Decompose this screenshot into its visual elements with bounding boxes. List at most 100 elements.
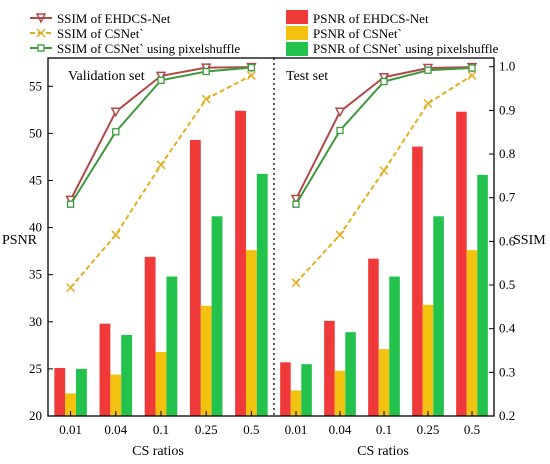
x-axis-label-left: CS ratios bbox=[132, 444, 184, 459]
legend-item-psnr-ehdcs: PSNR of EHDCS-Net bbox=[286, 10, 429, 26]
bar-psnr-csnet bbox=[290, 390, 302, 416]
bar-psnr-csnet bbox=[110, 374, 122, 416]
bar-psnr-ehdcs bbox=[368, 258, 379, 416]
bar-psnr-pixel bbox=[121, 334, 133, 416]
bar-psnr-ehdcs bbox=[324, 320, 335, 416]
point-ssim-ehdcs bbox=[200, 63, 212, 74]
bar-psnr-csnet bbox=[334, 370, 346, 416]
bar-psnr-csnet bbox=[155, 351, 167, 416]
y-axis-right-label: SSIM bbox=[513, 233, 546, 248]
point-ssim-pixel bbox=[112, 128, 120, 136]
point-ssim-pixel bbox=[202, 67, 210, 76]
y-axis-left-label: PSNR bbox=[2, 233, 38, 248]
legend-label-psnr-ehdcs: PSNR of EHDCS-Net bbox=[313, 11, 429, 26]
point-ssim-csnet bbox=[156, 160, 166, 170]
point-ssim-csnet bbox=[111, 230, 121, 240]
legend-item-ssim-ehdcs: SSIM of EHDCS-Net bbox=[30, 11, 171, 26]
bar-psnr-pixel bbox=[345, 332, 356, 416]
x-tick-label: 0.5 bbox=[464, 422, 480, 437]
y-right-tick-label: 0.7 bbox=[499, 190, 516, 205]
bar-psnr-ehdcs bbox=[189, 139, 201, 416]
point-ssim-ehdcs bbox=[110, 107, 122, 118]
y-right-tick-label: 0.2 bbox=[499, 408, 515, 423]
line-ssim-pixel bbox=[295, 67, 473, 205]
legend-label-psnr-csnet: PSNR of CSNet` bbox=[313, 26, 402, 41]
bar-psnr-csnet bbox=[65, 393, 77, 416]
bar-psnr-pixel bbox=[301, 364, 312, 416]
legend-item-ssim-csnet: SSIM of CSNet` bbox=[30, 26, 144, 41]
bar-psnr-ehdcs bbox=[54, 367, 66, 416]
legend-label-ssim-pixel: SSIM of CSNet` using pixelshuffle bbox=[57, 41, 240, 56]
bar-psnr-csnet bbox=[378, 349, 390, 416]
y-left-tick-label: 45 bbox=[29, 172, 42, 187]
panel-label-test: Test set bbox=[286, 69, 328, 84]
y-left-tick-label: 50 bbox=[29, 125, 42, 140]
x-tick-label: 0.25 bbox=[417, 422, 440, 437]
y-right-tick-label: 0.9 bbox=[499, 102, 515, 117]
y-left-tick-label: 40 bbox=[29, 220, 42, 235]
bar-psnr-pixel bbox=[256, 173, 268, 416]
x-tick-label: 0.01 bbox=[285, 422, 308, 437]
bar-psnr-ehdcs bbox=[280, 362, 291, 416]
bar-psnr-ehdcs bbox=[235, 110, 246, 416]
legend-label-psnr-pixel: PSNR of CSNet` using pixelshuffle bbox=[313, 41, 499, 56]
y-left-tick-label: 35 bbox=[29, 267, 42, 282]
point-ssim-csnet bbox=[335, 230, 345, 240]
x-tick-label: 0.5 bbox=[243, 422, 259, 437]
point-ssim-pixel bbox=[157, 76, 165, 84]
y-right-tick-label: 0.6 bbox=[499, 233, 516, 248]
y-left-tick-label: 25 bbox=[29, 361, 42, 376]
y-left-tick-label: 55 bbox=[29, 78, 42, 93]
legend-item-psnr-csnet: PSNR of CSNet` bbox=[286, 26, 402, 41]
legend: SSIM of EHDCS-Net SSIM of CSNet` SSIM of… bbox=[30, 10, 499, 56]
point-ssim-pixel bbox=[468, 64, 476, 72]
point-ssim-csnet bbox=[201, 94, 211, 104]
plot-frame bbox=[47, 57, 495, 417]
x-tick-label: 0.01 bbox=[59, 422, 82, 437]
y-axis-left-ticks: 20 25 30 35 40 45 50 55 bbox=[29, 78, 53, 423]
legend-label-ssim-csnet: SSIM of CSNet` bbox=[57, 26, 144, 41]
x-tick-label: 0.04 bbox=[329, 422, 352, 437]
bar-psnr-csnet bbox=[466, 250, 478, 416]
y-right-tick-label: 0.8 bbox=[499, 146, 515, 161]
bar-psnr-csnet bbox=[200, 305, 212, 416]
bar-psnr-pixel bbox=[389, 276, 400, 416]
point-ssim-pixel bbox=[292, 200, 300, 208]
line-ssim-csnet bbox=[69, 74, 252, 289]
line-ssim-ehdcs bbox=[69, 66, 252, 201]
panel-label-validation: Validation set bbox=[68, 69, 145, 84]
line-ssim-csnet bbox=[295, 74, 473, 284]
legend-item-ssim-pixel: SSIM of CSNet` using pixelshuffle bbox=[30, 41, 240, 56]
y-left-tick-label: 20 bbox=[29, 408, 42, 423]
point-ssim-csnet bbox=[291, 278, 301, 288]
x-axis-ticks: 0.01 0.04 0.1 0.25 0.5 0.01 0.04 0.1 0.25 0.5 bbox=[59, 411, 480, 437]
point-ssim-pixel bbox=[247, 63, 256, 72]
y-right-tick-label: 0.4 bbox=[499, 321, 516, 336]
y-right-tick-label: 0.5 bbox=[499, 277, 515, 292]
line-ssim-ehdcs bbox=[295, 66, 473, 200]
bar-psnr-ehdcs bbox=[456, 111, 467, 416]
point-ssim-csnet bbox=[423, 98, 433, 108]
bar-psnr-csnet bbox=[422, 304, 434, 416]
point-ssim-csnet bbox=[66, 283, 76, 293]
bar-psnr-pixel bbox=[477, 174, 488, 416]
point-ssim-pixel bbox=[336, 126, 344, 135]
y-axis-right-ticks: 0.2 0.3 0.4 0.5 0.6 0.7 0.8 0.9 1.0 bbox=[489, 59, 516, 423]
bar-psnr-pixel bbox=[211, 216, 223, 416]
bar-psnr-ehdcs bbox=[99, 323, 111, 416]
point-ssim-csnet bbox=[379, 166, 389, 176]
point-ssim-ehdcs bbox=[378, 72, 390, 83]
point-ssim-ehdcs bbox=[155, 71, 167, 82]
bar-psnr-pixel bbox=[166, 276, 178, 416]
x-tick-label: 0.04 bbox=[104, 422, 127, 437]
x-tick-label: 0.25 bbox=[195, 422, 218, 437]
x-tick-label: 0.1 bbox=[376, 422, 392, 437]
line-ssim-pixel bbox=[69, 66, 252, 205]
plot-area bbox=[54, 62, 488, 416]
x-axis-label-right: CS ratios bbox=[357, 444, 409, 459]
point-ssim-ehdcs bbox=[334, 107, 346, 118]
bar-psnr-ehdcs bbox=[144, 256, 156, 416]
bar-psnr-ehdcs bbox=[412, 146, 423, 416]
legend-item-psnr-pixel: PSNR of CSNet` using pixelshuffle bbox=[286, 41, 499, 56]
point-ssim-pixel bbox=[66, 200, 75, 208]
